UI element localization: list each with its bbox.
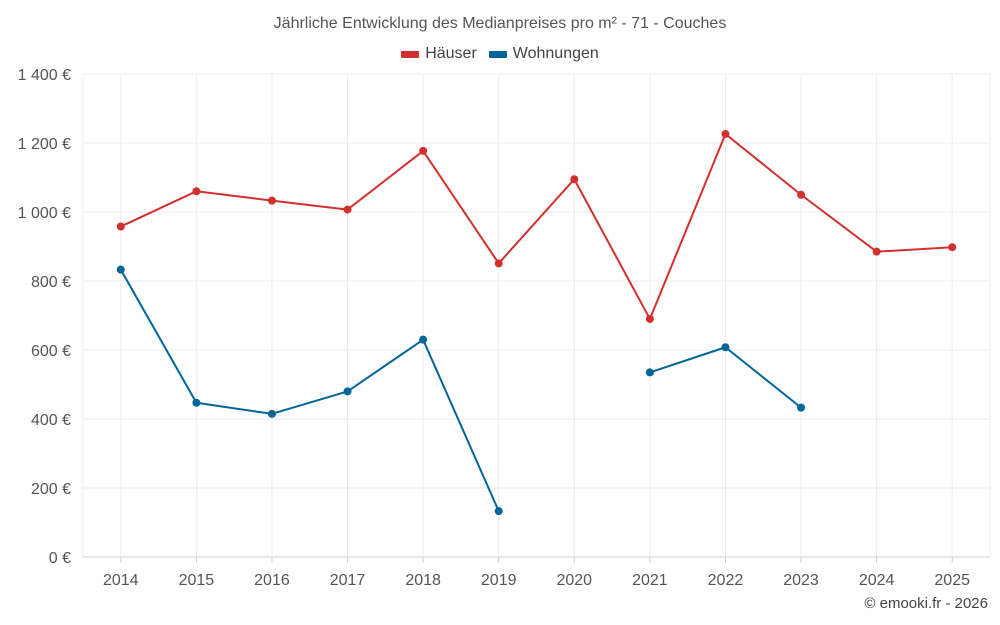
- legend: Häuser Wohnungen: [0, 45, 1000, 63]
- data-point-houses: [192, 187, 201, 196]
- data-point-apartments: [797, 403, 806, 412]
- x-tick-label: 2016: [254, 572, 290, 589]
- data-point-apartments: [721, 343, 730, 352]
- x-tick-label: 2018: [405, 572, 441, 589]
- x-tick-label: 2023: [783, 572, 819, 589]
- series-line-apartments: [119, 269, 500, 512]
- y-tick-label: 400 €: [31, 412, 71, 429]
- data-point-apartments: [116, 265, 125, 274]
- data-point-apartments: [494, 507, 503, 516]
- legend-label-houses: Häuser: [425, 45, 477, 62]
- data-point-houses: [721, 130, 730, 139]
- series-line-houses: [120, 133, 953, 320]
- data-point-houses: [419, 146, 428, 155]
- x-tick-label: 2020: [556, 572, 592, 589]
- data-point-houses: [267, 196, 276, 205]
- data-point-houses: [116, 222, 125, 231]
- legend-item-houses[interactable]: Häuser: [401, 45, 477, 63]
- y-tick-label: 800 €: [31, 274, 71, 291]
- y-tick-label: 600 €: [31, 343, 71, 360]
- data-point-houses: [797, 190, 806, 199]
- data-point-houses: [494, 259, 503, 268]
- x-tick-label: 2022: [708, 572, 744, 589]
- data-point-houses: [872, 247, 881, 256]
- copyright-credit: © emooki.fr - 2026: [864, 595, 988, 612]
- chart-title: Jährliche Entwicklung des Medianpreises …: [273, 15, 727, 32]
- data-point-apartments: [419, 335, 428, 344]
- x-tick-label: 2017: [330, 572, 366, 589]
- legend-swatch-houses: [401, 50, 420, 58]
- data-point-houses: [343, 205, 352, 214]
- y-tick-label: 1 000 €: [18, 205, 71, 222]
- x-tick-label: 2019: [481, 572, 517, 589]
- legend-label-apartments: Wohnungen: [512, 45, 599, 62]
- x-tick-label: 2015: [179, 572, 215, 589]
- legend-swatch-apartments: [488, 50, 507, 58]
- y-tick-label: 200 €: [31, 481, 71, 498]
- x-tick-label: 2025: [934, 572, 970, 589]
- data-point-apartments: [267, 409, 276, 418]
- x-tick-label: 2014: [103, 572, 139, 589]
- y-tick-label: 1 200 €: [18, 136, 71, 153]
- x-tick-label: 2021: [632, 572, 668, 589]
- y-tick-label: 1 400 €: [18, 67, 71, 84]
- data-point-houses: [948, 243, 957, 252]
- data-point-houses: [645, 314, 654, 323]
- x-tick-label: 2024: [859, 572, 895, 589]
- y-tick-label: 0 €: [49, 550, 71, 567]
- legend-item-apartments[interactable]: Wohnungen: [488, 45, 599, 63]
- data-point-houses: [570, 175, 579, 184]
- data-point-apartments: [343, 387, 352, 396]
- data-point-apartments: [192, 398, 201, 407]
- data-point-apartments: [645, 368, 654, 377]
